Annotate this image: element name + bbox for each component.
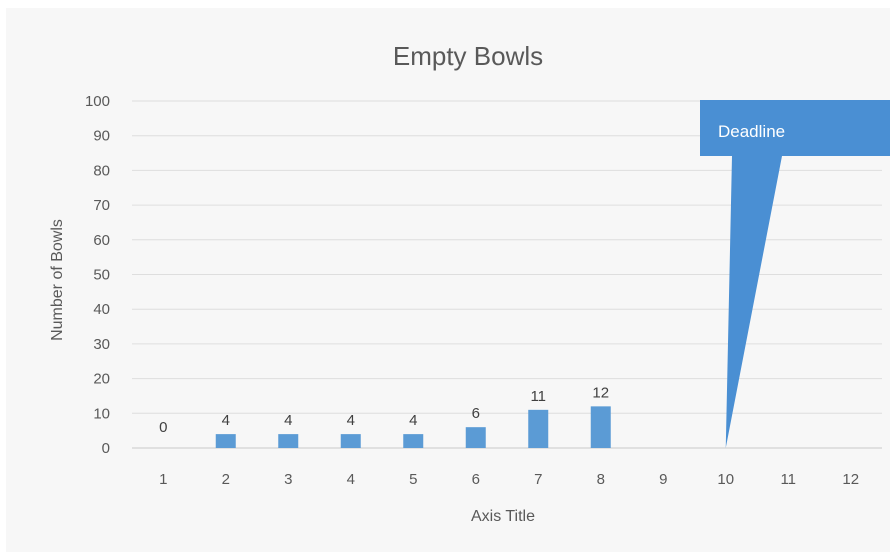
data-label: 0 <box>159 419 167 436</box>
x-tick-label: 12 <box>842 471 859 488</box>
x-tick-label: 9 <box>659 471 667 488</box>
y-tick-labels: 0 10 20 30 40 50 60 70 80 90 100 <box>85 93 110 457</box>
x-tick-label: 11 <box>780 471 796 488</box>
y-tick-label: 80 <box>93 162 110 179</box>
bar <box>278 434 299 448</box>
x-tick-label: 7 <box>534 471 542 488</box>
x-tick-label: 5 <box>409 471 417 488</box>
x-tick-label: 2 <box>222 471 230 488</box>
data-label: 4 <box>222 412 230 429</box>
data-labels: 0 4 4 4 4 6 11 12 <box>159 384 609 436</box>
x-tick-label: 10 <box>717 471 734 488</box>
y-tick-label: 60 <box>93 232 110 249</box>
y-tick-label: 40 <box>93 301 110 318</box>
deadline-callout-shape <box>700 100 890 448</box>
deadline-callout: Deadline <box>700 100 890 448</box>
data-label: 12 <box>592 384 609 401</box>
x-tick-label: 4 <box>347 471 355 488</box>
x-tick-label: 8 <box>597 471 605 488</box>
y-tick-label: 100 <box>85 93 110 110</box>
x-tick-label: 1 <box>159 471 167 488</box>
x-axis-title: Axis Title <box>471 508 535 525</box>
bar <box>215 434 236 448</box>
bar <box>403 434 424 448</box>
bar <box>590 406 611 448</box>
bars <box>215 406 611 448</box>
y-tick-label: 90 <box>93 128 110 145</box>
x-tick-labels: 1 2 3 4 5 6 7 8 9 10 11 12 <box>159 471 859 488</box>
x-tick-label: 3 <box>284 471 292 488</box>
y-tick-label: 10 <box>93 405 110 422</box>
data-label: 11 <box>530 388 546 405</box>
bar <box>528 409 549 448</box>
y-tick-label: 0 <box>102 440 110 457</box>
data-label: 6 <box>472 405 480 422</box>
y-tick-label: 50 <box>93 267 110 284</box>
data-label: 4 <box>409 412 417 429</box>
data-label: 4 <box>284 412 292 429</box>
y-tick-label: 30 <box>93 336 110 353</box>
deadline-callout-text: Deadline <box>718 122 785 141</box>
x-tick-label: 6 <box>472 471 480 488</box>
y-tick-label: 20 <box>93 371 110 388</box>
data-label: 4 <box>347 412 355 429</box>
bar <box>465 427 486 448</box>
chart-title: Empty Bowls <box>393 41 543 71</box>
y-axis-title: Number of Bowls <box>49 219 66 341</box>
y-tick-label: 70 <box>93 197 110 214</box>
bar <box>340 434 361 448</box>
